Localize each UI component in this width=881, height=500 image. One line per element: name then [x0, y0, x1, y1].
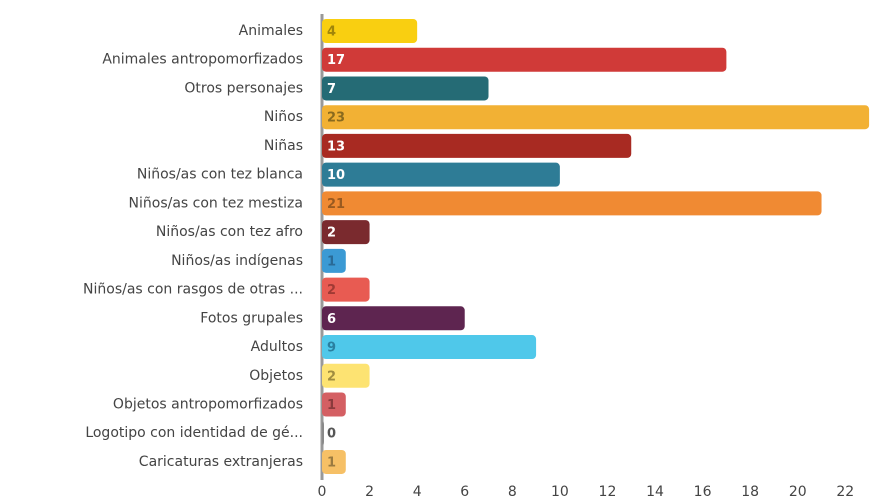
- value-label: 1: [327, 254, 336, 269]
- bar: [322, 105, 870, 130]
- category-label: Niños/as con tez mestiza: [129, 195, 303, 211]
- x-tick-label: 16: [694, 484, 712, 500]
- bar: [322, 277, 370, 302]
- category-label: Niños/as con tez blanca: [137, 167, 303, 183]
- x-tick-label: 4: [413, 484, 422, 500]
- value-label: 0: [327, 427, 336, 442]
- category-label: Animales antropomorfizados: [102, 52, 303, 68]
- category-label: Niños/as con tez afro: [156, 224, 303, 240]
- bar: [322, 76, 489, 101]
- x-tick-label: 20: [789, 484, 807, 500]
- category-label: Objetos antropomorfizados: [113, 396, 303, 412]
- category-label: Niños/as indígenas: [171, 253, 303, 269]
- category-label: Animales: [239, 23, 303, 39]
- bar: [322, 363, 370, 388]
- value-label: 7: [327, 82, 336, 97]
- value-label: 9: [327, 341, 336, 356]
- bar: [322, 47, 727, 72]
- bar: [322, 392, 346, 417]
- value-label: 1: [327, 455, 336, 470]
- bar: [322, 421, 324, 446]
- value-label: 23: [327, 111, 345, 126]
- x-tick-label: 12: [599, 484, 617, 500]
- value-label: 17: [327, 53, 345, 68]
- category-label: Adultos: [251, 339, 303, 355]
- x-tick-label: 14: [646, 484, 664, 500]
- bar: [322, 335, 537, 360]
- bar: [322, 248, 346, 273]
- category-label: Niños/as con rasgos de otras ...: [83, 282, 303, 298]
- x-tick-label: 18: [741, 484, 759, 500]
- value-label: 1: [327, 398, 336, 413]
- bar: [322, 162, 560, 187]
- category-label: Otros personajes: [184, 80, 303, 96]
- category-label: Fotos grupales: [200, 310, 303, 326]
- bar: [322, 220, 370, 245]
- value-label: 2: [327, 226, 336, 241]
- category-label: Caricaturas extranjeras: [139, 454, 303, 470]
- bar: [322, 449, 346, 474]
- category-label: Niños: [264, 109, 303, 125]
- x-tick-label: 8: [508, 484, 517, 500]
- value-label: 4: [327, 25, 336, 40]
- value-label: 6: [327, 312, 336, 327]
- value-label: 10: [327, 168, 345, 183]
- bar: [322, 19, 418, 43]
- value-label: 2: [327, 369, 336, 384]
- value-label: 2: [327, 283, 336, 298]
- bar: [322, 133, 632, 158]
- bar: [322, 191, 822, 216]
- bar: [322, 306, 465, 331]
- x-tick-label: 2: [365, 484, 374, 500]
- category-label: Objetos: [249, 368, 303, 384]
- x-tick-label: 10: [551, 484, 569, 500]
- x-tick-label: 22: [836, 484, 854, 500]
- value-label: 21: [327, 197, 345, 212]
- category-label: Logotipo con identidad de gé...: [85, 425, 303, 441]
- value-label: 13: [327, 139, 345, 154]
- category-label: Niñas: [264, 138, 303, 154]
- x-tick-label: 6: [460, 484, 469, 500]
- x-tick-label: 0: [318, 484, 327, 500]
